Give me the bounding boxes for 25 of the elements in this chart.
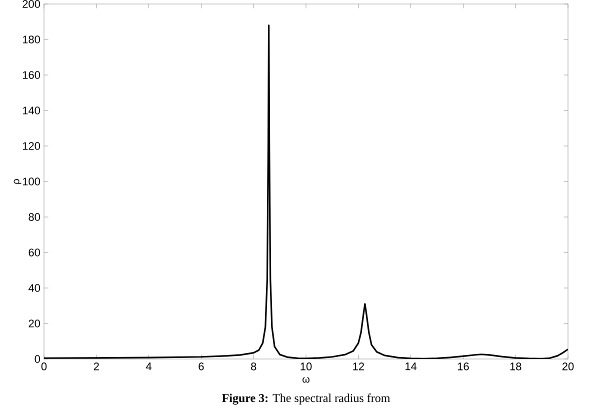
- x-tick-label: 6: [198, 362, 204, 370]
- x-tick-label: 16: [458, 362, 469, 370]
- y-tick-label: 40: [28, 284, 40, 292]
- x-tick-label: 18: [510, 362, 522, 370]
- x-tick-label: 12: [353, 362, 364, 370]
- x-tick-label: 8: [251, 362, 256, 370]
- x-tick-label: 0: [41, 362, 47, 370]
- y-tick-label: 0: [34, 355, 40, 363]
- y-tick-label: 180: [22, 36, 40, 44]
- y-tick-label: 140: [22, 106, 40, 114]
- text: Figure 3: The spectral radius from: [222, 394, 390, 405]
- y-axis-title: ρ: [14, 179, 22, 184]
- y-tick-label: 120: [22, 142, 40, 150]
- y-tick-label: 80: [28, 213, 40, 221]
- x-tick-label: 2: [94, 362, 99, 370]
- x-tick-label: 4: [146, 362, 152, 370]
- y-tick-label: 60: [28, 248, 40, 256]
- y-tick-label: 160: [22, 71, 40, 79]
- x-axis-title: ω: [302, 377, 310, 383]
- x-tick-label: 14: [406, 362, 417, 370]
- x-tick-label: 10: [300, 362, 312, 370]
- y-tick-label: 100: [22, 178, 40, 186]
- x-tick-label: 20: [562, 362, 574, 370]
- y-tick-label: 20: [28, 320, 40, 328]
- y-tick-label: 200: [22, 0, 40, 8]
